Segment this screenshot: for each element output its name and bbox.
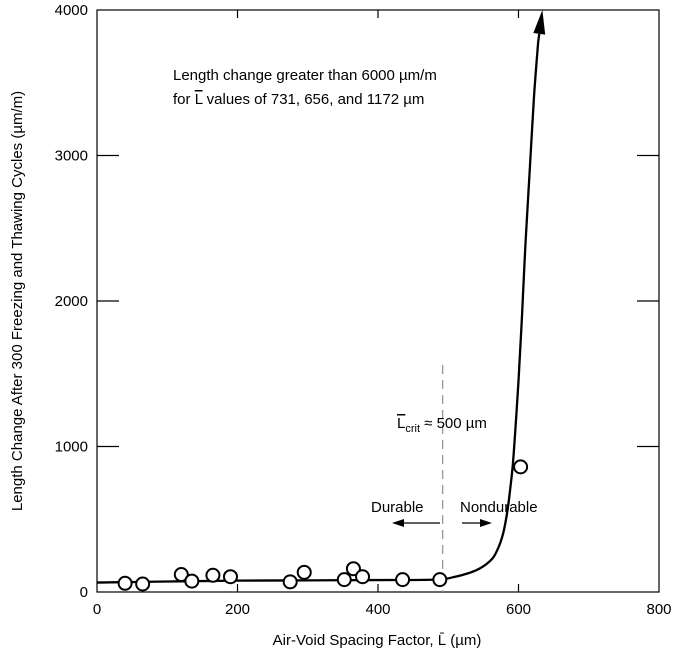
y-tick-label: 0	[80, 584, 88, 601]
nondurable-arrow	[462, 519, 492, 527]
data-point	[135, 576, 151, 592]
lcrit-subscript: crit	[405, 423, 420, 435]
data-point	[345, 561, 361, 577]
lcrit-label: Lcrit ≈ 500 µm	[397, 415, 487, 435]
data-point	[395, 572, 411, 588]
tick-labels: 0 200 400 600 800 0 1000 2000 3000 4000	[55, 2, 672, 618]
trend-curve	[96, 33, 541, 584]
data-point	[173, 567, 189, 583]
y-tick-label: 1000	[55, 439, 88, 456]
y-tick-label: 2000	[55, 293, 88, 310]
data-point	[117, 575, 133, 591]
y-tick-label: 4000	[55, 2, 88, 19]
data-point	[513, 459, 529, 475]
data-point	[432, 572, 448, 588]
trend-arrowhead	[533, 10, 546, 35]
note-lbar-symbol: L	[195, 91, 203, 108]
note-line-2: for L values of 731, 656, and 1172 µm	[173, 91, 424, 108]
data-point	[205, 567, 221, 583]
data-points	[117, 459, 529, 592]
axis-ticks	[97, 10, 659, 592]
lcrit-symbol: L	[397, 415, 405, 432]
nondurable-label: Nondurable	[460, 499, 538, 516]
x-tick-label: 400	[365, 601, 390, 618]
data-point	[184, 573, 200, 589]
x-axis-label: Air-Void Spacing Factor, L̄ (µm)	[273, 632, 482, 649]
x-tick-label: 200	[225, 601, 250, 618]
x-tick-label: 0	[93, 601, 101, 618]
durable-label: Durable	[371, 499, 424, 516]
durable-arrow	[392, 519, 440, 527]
data-point	[282, 574, 298, 590]
x-tick-label: 800	[646, 601, 671, 618]
note-line-1: Length change greater than 6000 µm/m	[173, 67, 437, 84]
data-point	[296, 564, 312, 580]
x-tick-label: 600	[506, 601, 531, 618]
data-point	[222, 569, 238, 585]
y-tick-label: 3000	[55, 148, 88, 165]
y-axis-label: Length Change After 300 Freezing and Tha…	[9, 91, 26, 511]
data-point	[355, 569, 371, 585]
data-point	[336, 572, 352, 588]
